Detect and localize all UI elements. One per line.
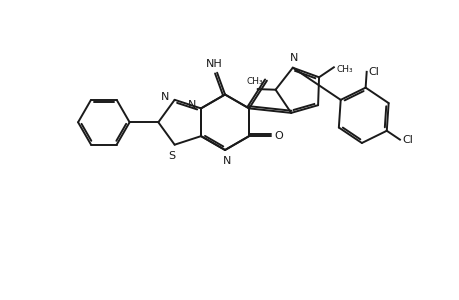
Text: NH: NH bbox=[205, 59, 222, 69]
Text: N: N bbox=[289, 53, 297, 63]
Text: CH₃: CH₃ bbox=[246, 77, 263, 86]
Text: Cl: Cl bbox=[401, 135, 412, 145]
Text: CH₃: CH₃ bbox=[336, 65, 353, 74]
Text: S: S bbox=[168, 151, 175, 160]
Text: N: N bbox=[161, 92, 169, 102]
Text: N: N bbox=[222, 156, 231, 166]
Text: O: O bbox=[274, 131, 283, 141]
Text: N: N bbox=[187, 100, 196, 110]
Text: Cl: Cl bbox=[368, 67, 379, 77]
